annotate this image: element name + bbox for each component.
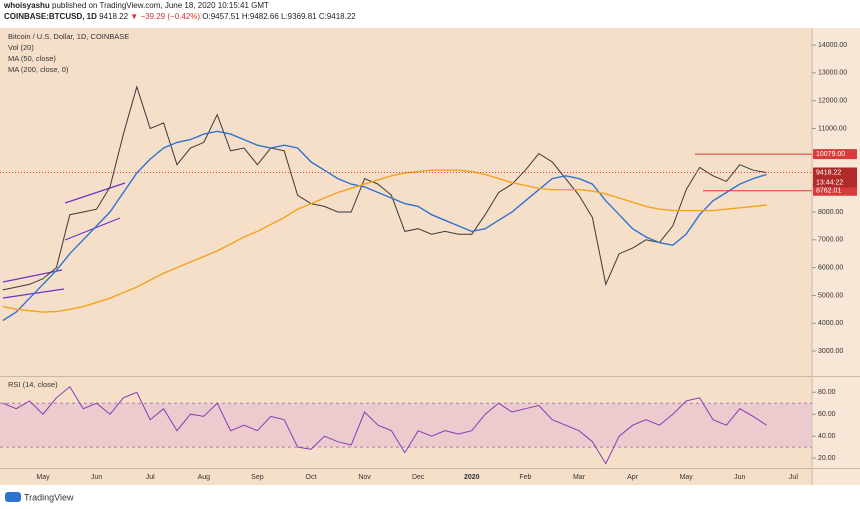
x-tick-label: Feb: [519, 474, 531, 481]
x-tick-label: Jul: [146, 474, 155, 481]
y-tick-label: 6000.00: [818, 264, 843, 271]
published: published on TradingView.com, June 18, 2…: [52, 1, 269, 10]
x-tick-label: Jun: [91, 474, 102, 481]
current-price-box: [813, 167, 857, 188]
rsi-band: [0, 403, 812, 448]
legend-rsi: RSI (14, close): [8, 380, 58, 389]
legend-volume: Vol (20): [8, 43, 34, 52]
ohlc: O:9457.51 H:9482.66 L:9369.81 C:9418.22: [202, 12, 356, 21]
y-tick-label: 13000.00: [818, 70, 847, 77]
y-tick-label: 80.00: [818, 389, 836, 396]
y-tick-label: 8000.00: [818, 209, 843, 216]
level-label-box: [813, 185, 857, 196]
legend-ma200: MA (200, close, 0): [8, 65, 69, 74]
y-tick-label: 3000.00: [818, 348, 843, 355]
trendline: [64, 217, 121, 241]
y-tick-label: 40.00: [818, 433, 836, 440]
y-tick-label: 14000.00: [818, 42, 847, 49]
legend-main: Bitcoin / U.S. Dollar, 1D, COINBASE: [8, 32, 129, 41]
trendlines: [2, 182, 126, 299]
x-tick-label: 2020: [464, 474, 480, 481]
author: whoisyashu: [4, 1, 50, 10]
change: ▼ −39.29 (−0.42%): [130, 12, 201, 21]
logo: [5, 492, 21, 502]
trendline: [64, 182, 126, 204]
series-line: [2, 386, 767, 465]
legend: Bitcoin / U.S. Dollar, 1D, COINBASE Vol …: [8, 32, 129, 389]
last-price: 9418.22: [99, 12, 129, 21]
x-tick-label: Oct: [306, 474, 317, 481]
x-tick-label: Apr: [627, 474, 639, 481]
countdown: 13:44:22: [816, 179, 843, 186]
axis-background: [812, 28, 860, 485]
series-line: [2, 169, 767, 313]
level-label-box: [813, 149, 857, 160]
y-tick-label: 12000.00: [818, 98, 847, 105]
y-tick-label: 5000.00: [818, 292, 843, 299]
y-tick-label: 20.00: [818, 455, 836, 462]
y-tick-label: 60.00: [818, 411, 836, 418]
series-line: [2, 130, 767, 322]
y-tick-label: 7000.00: [818, 237, 843, 244]
footer: TradingView: [5, 492, 74, 502]
x-tick-label: Aug: [198, 474, 211, 481]
current-price-label: 9418.22: [816, 169, 841, 176]
x-tick-label: Mar: [573, 474, 586, 481]
x-tick-label: Sep: [251, 474, 264, 481]
x-tick-label: Jun: [734, 474, 745, 481]
level-label: 10079.00: [816, 151, 845, 158]
y-tick-label: 4000.00: [818, 320, 843, 327]
x-tick-label: May: [680, 474, 694, 481]
x-tick-label: May: [36, 474, 50, 481]
legend-ma50: MA (50, close): [8, 54, 56, 63]
level-label: 8762.01: [816, 188, 841, 195]
brand: TradingView: [24, 492, 74, 502]
x-tick-label: Dec: [412, 474, 425, 481]
symbol: COINBASE:BTCUSD, 1D: [4, 12, 97, 21]
trendline: [2, 269, 63, 283]
symbol-line: COINBASE:BTCUSD, 1D 9418.22 ▼ −39.29 (−0…: [4, 11, 356, 22]
y-tick-label: 11000.00: [818, 125, 847, 132]
publish-line: whoisyashu published on TradingView.com,…: [4, 0, 356, 11]
series-line: [2, 85, 767, 291]
x-tick-label: Nov: [358, 474, 371, 481]
header: whoisyashu published on TradingView.com,…: [4, 0, 356, 22]
x-tick-label: Jul: [789, 474, 798, 481]
